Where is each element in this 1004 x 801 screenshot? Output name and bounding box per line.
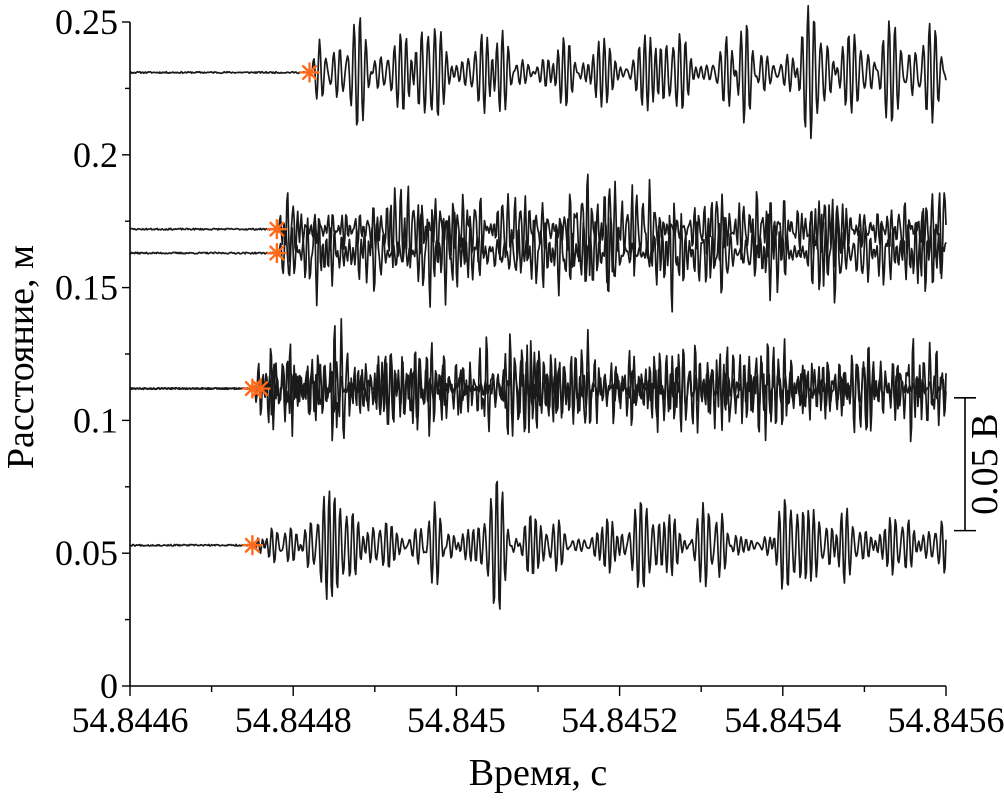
onset-marker-stroke [269,245,285,261]
y-tick-label: 0.1 [73,400,118,440]
onset-marker [299,62,320,83]
y-ticks: 0 0.05 0.1 0.15 0.2 0.25 [55,2,130,706]
x-ticks: 54.8446 54.8448 54.845 54.8452 54.8454 54.845… [72,686,1004,740]
onset-marker-stroke [244,537,260,553]
y-tick-label: 0.25 [55,2,118,42]
series-line [129,333,947,437]
series-traces [129,4,947,610]
x-axis-title: Время, с [469,752,608,794]
y-tick-label: 0.05 [55,533,118,573]
series-line [129,202,947,313]
onset-marker [242,535,263,556]
onset-marker-stroke [244,380,260,397]
onset-marker [266,218,288,240]
x-tick-label: 54.845 [407,700,506,740]
scale-bar-label: 0.05 В [964,414,1004,515]
x-tick-label: 54.8446 [72,700,189,740]
onset-marker [242,378,263,399]
scale-bar: 0.05 В [954,397,1004,532]
y-tick-label: 0 [100,666,118,706]
axes: 0 0.05 0.1 0.15 0.2 0.25 54.8446 54.8448 54.845… [55,2,1004,740]
x-tick-label: 54.8452 [561,700,678,740]
onset-marker [266,242,288,264]
x-tick-label: 54.8456 [888,700,1004,740]
y-axis-title: Расстояние, м [0,245,42,469]
onset-marker-stroke [301,64,318,81]
onset-marker-stroke [269,221,285,237]
x-tick-label: 54.8448 [235,700,352,740]
y-tick-label: 0.15 [55,268,118,308]
series-line [129,4,947,140]
x-tick-label: 54.8454 [724,700,841,740]
y-tick-label: 0.2 [73,135,118,175]
onset-markers [242,62,320,556]
series-line [129,480,947,610]
